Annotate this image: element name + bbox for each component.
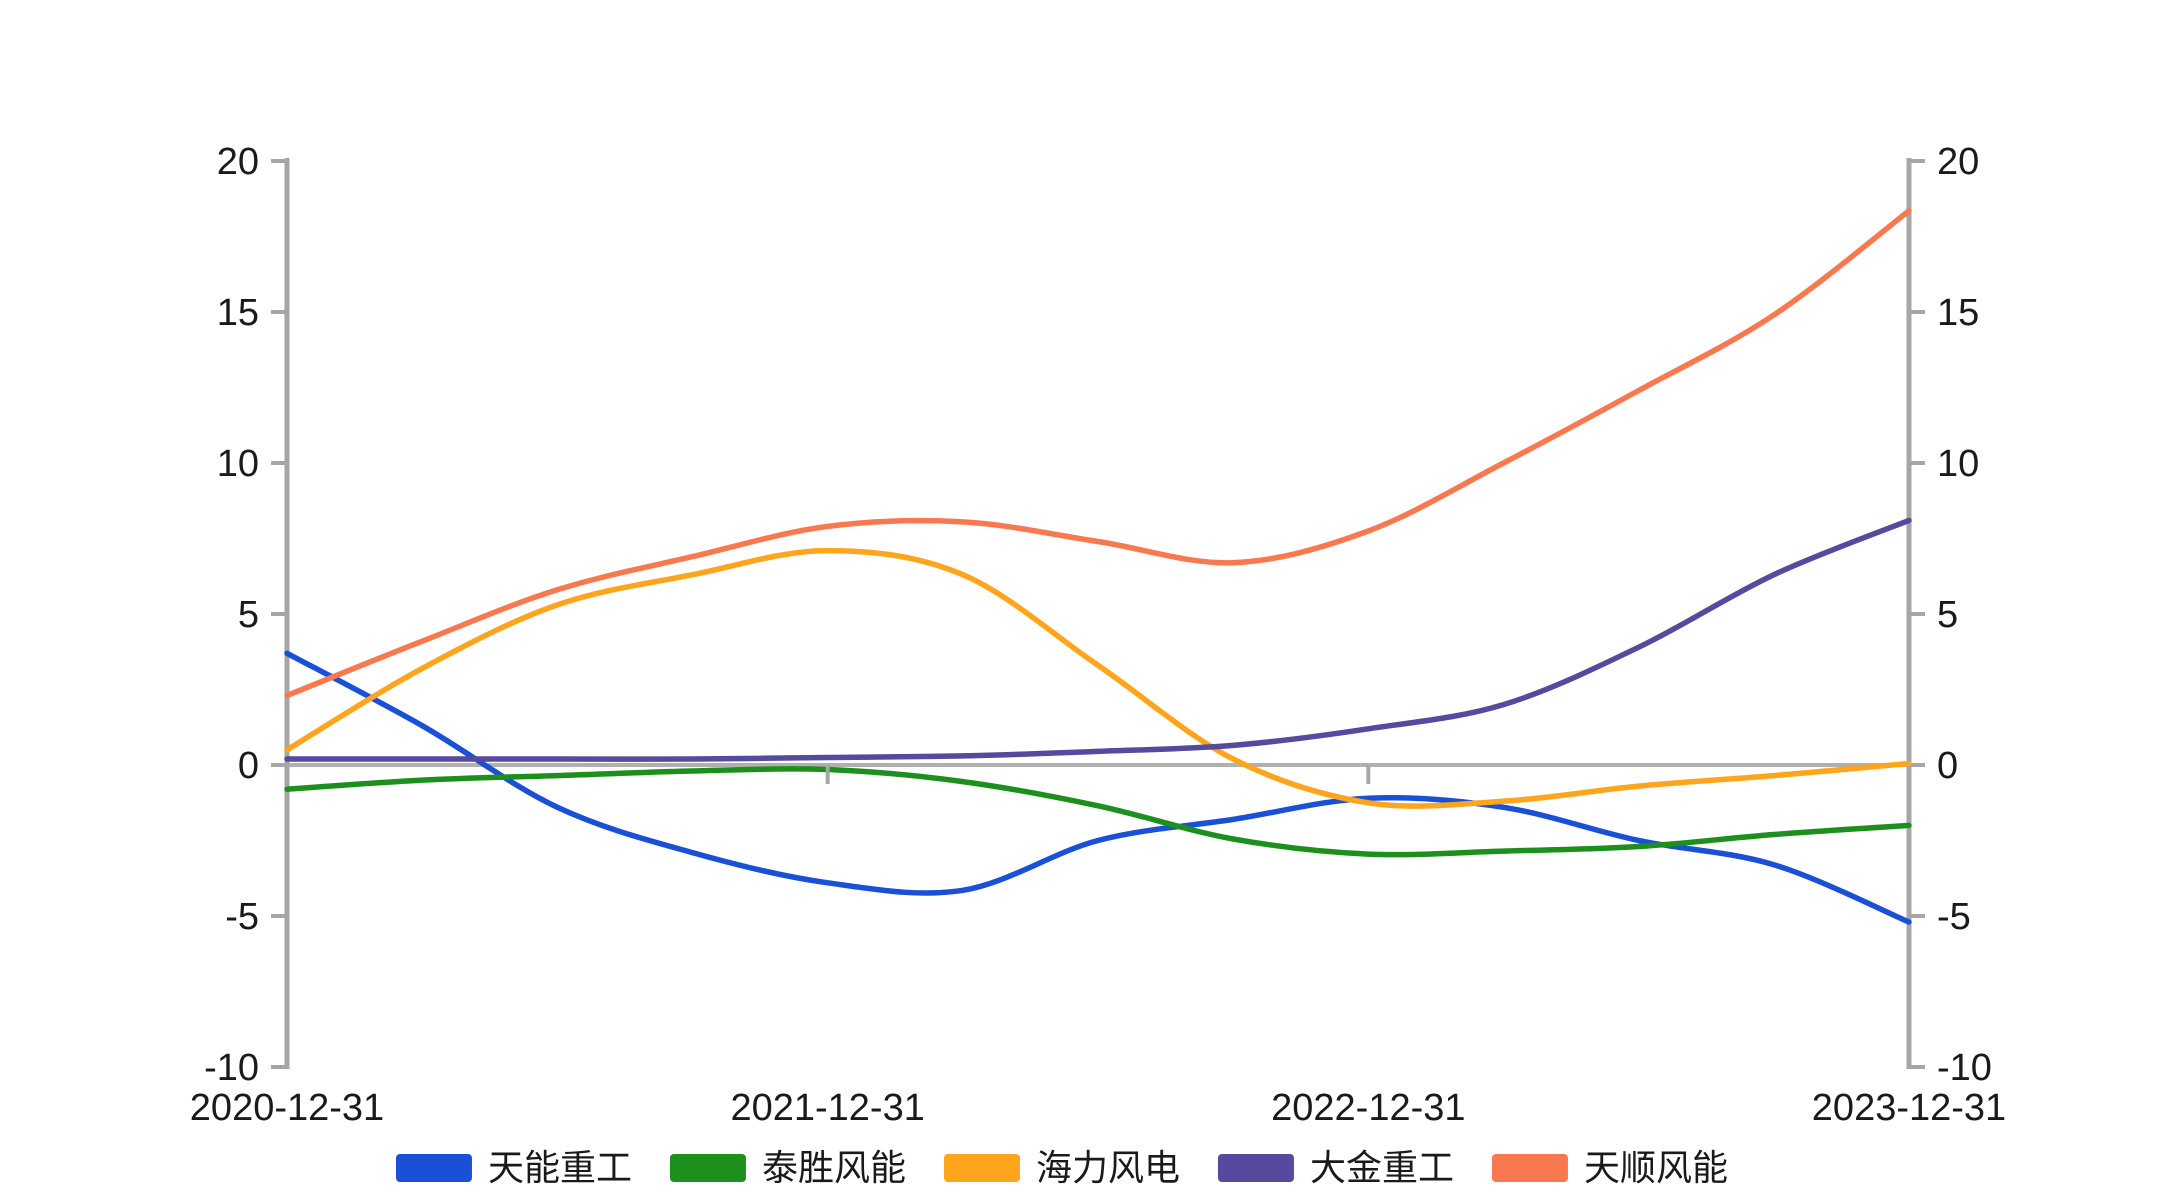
right-y-tick-label: 10 [1937,443,1979,485]
series-line-1 [284,766,1912,858]
legend-swatch-icon [1492,1153,1569,1182]
series-line-3 [284,517,1912,762]
legend-item-4[interactable]: 天顺风能 [1492,1148,1728,1188]
right-y-tick-label: 20 [1937,141,1979,183]
legend-item-3[interactable]: 大金重工 [1218,1148,1454,1188]
legend-swatch-icon [943,1153,1020,1182]
left-y-tick-label: 5 [238,594,259,636]
x-tick-label: 2020-12-31 [190,1087,384,1129]
left-y-tick-label: 0 [238,745,259,787]
right-y-tick-label: 5 [1937,594,1958,636]
legend-label: 大金重工 [1310,1147,1455,1188]
x-tick-label: 2023-12-31 [1812,1087,2006,1129]
right-y-tick-label: -5 [1937,896,1971,938]
series-line-0 [284,650,1912,925]
legend-item-0[interactable]: 天能重工 [395,1147,632,1188]
x-tick-label: 2021-12-31 [730,1087,924,1129]
legend-label: 泰胜风能 [761,1147,906,1188]
right-y-tick-label: 15 [1937,292,1979,334]
left-y-tick-label: -5 [225,896,259,938]
legend-label: 天顺风能 [1584,1147,1729,1188]
right-y-tick-label: 0 [1937,745,1958,787]
legend-swatch-icon [669,1153,746,1182]
legend-label: 天能重工 [487,1147,632,1188]
series-line-2 [284,547,1912,809]
series-line-4 [284,208,1912,699]
left-y-tick-label: -10 [204,1047,259,1089]
legend-item-1[interactable]: 泰胜风能 [669,1147,906,1188]
legend-swatch-icon [395,1153,472,1182]
left-y-tick-label: 10 [217,443,259,485]
legend: 天能重工 泰胜风能 海力风电 大金重工 天顺风能 [395,1147,1728,1188]
left-y-tick-label: 20 [217,141,259,183]
left-y-tick-label: 15 [217,292,259,334]
right-y-tick-label: -10 [1937,1047,1992,1089]
legend-swatch-icon [1218,1153,1295,1182]
legend-item-2[interactable]: 海力风电 [943,1147,1181,1188]
x-tick-label: 2022-12-31 [1271,1087,1465,1129]
legend-label: 海力风电 [1035,1147,1181,1188]
